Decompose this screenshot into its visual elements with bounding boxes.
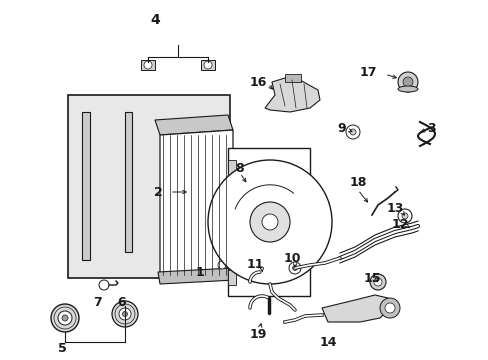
Circle shape bbox=[401, 213, 407, 219]
Bar bbox=[125, 112, 132, 252]
Text: 17: 17 bbox=[359, 66, 376, 78]
Text: 4: 4 bbox=[150, 13, 160, 27]
Text: 12: 12 bbox=[390, 217, 408, 230]
Circle shape bbox=[249, 202, 289, 242]
Ellipse shape bbox=[397, 86, 417, 92]
Circle shape bbox=[262, 214, 278, 230]
Circle shape bbox=[292, 266, 297, 270]
Circle shape bbox=[119, 308, 131, 320]
Bar bbox=[82, 112, 90, 260]
Circle shape bbox=[349, 129, 355, 135]
Circle shape bbox=[397, 209, 411, 223]
Circle shape bbox=[122, 311, 127, 316]
Text: 19: 19 bbox=[249, 328, 266, 342]
Circle shape bbox=[58, 311, 72, 325]
Polygon shape bbox=[160, 130, 232, 277]
Circle shape bbox=[369, 274, 385, 290]
Circle shape bbox=[99, 280, 109, 290]
Text: 8: 8 bbox=[235, 162, 244, 175]
Text: 15: 15 bbox=[363, 271, 380, 284]
Text: 2: 2 bbox=[153, 185, 162, 198]
Polygon shape bbox=[158, 268, 235, 284]
Text: 3: 3 bbox=[427, 122, 435, 135]
Polygon shape bbox=[141, 60, 155, 70]
Text: 5: 5 bbox=[58, 342, 66, 355]
Text: 18: 18 bbox=[348, 175, 366, 189]
Polygon shape bbox=[201, 60, 215, 70]
Text: 13: 13 bbox=[386, 202, 403, 215]
Bar bbox=[227, 270, 236, 285]
Circle shape bbox=[397, 72, 417, 92]
Circle shape bbox=[203, 61, 212, 69]
Circle shape bbox=[384, 303, 394, 313]
Text: 14: 14 bbox=[319, 336, 336, 348]
Text: 1: 1 bbox=[195, 266, 204, 279]
Bar bbox=[68, 95, 229, 278]
Bar bbox=[227, 160, 236, 175]
Polygon shape bbox=[264, 78, 319, 112]
Circle shape bbox=[346, 125, 359, 139]
Circle shape bbox=[218, 261, 225, 269]
Circle shape bbox=[402, 77, 412, 87]
Text: 6: 6 bbox=[118, 297, 126, 310]
Text: 10: 10 bbox=[283, 252, 300, 265]
Bar bbox=[227, 148, 309, 296]
Circle shape bbox=[51, 304, 79, 332]
Circle shape bbox=[207, 160, 331, 284]
Text: 9: 9 bbox=[337, 122, 346, 135]
Circle shape bbox=[288, 262, 301, 274]
Text: 7: 7 bbox=[93, 297, 102, 310]
Polygon shape bbox=[155, 115, 232, 135]
Circle shape bbox=[373, 278, 381, 286]
Circle shape bbox=[112, 301, 138, 327]
Circle shape bbox=[379, 298, 399, 318]
Text: 11: 11 bbox=[246, 258, 263, 271]
Text: 16: 16 bbox=[249, 76, 266, 89]
Circle shape bbox=[62, 315, 68, 321]
Circle shape bbox=[143, 61, 152, 69]
Polygon shape bbox=[321, 295, 389, 322]
Bar bbox=[285, 74, 301, 82]
